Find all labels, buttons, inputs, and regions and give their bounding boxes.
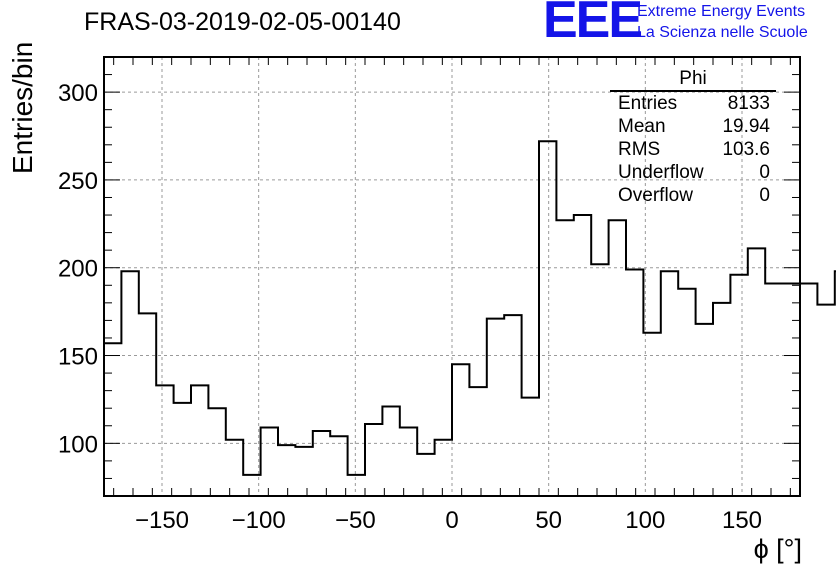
histogram-bin bbox=[522, 398, 539, 496]
histogram-bin bbox=[591, 264, 608, 496]
stats-value: 0 bbox=[759, 162, 770, 183]
stats-label: Overflow bbox=[618, 185, 693, 206]
x-axis-label: ϕ [°] bbox=[753, 534, 802, 564]
histogram-bin bbox=[208, 408, 225, 496]
histogram-bin bbox=[661, 271, 678, 496]
histogram-bin bbox=[348, 475, 365, 496]
histogram-bin bbox=[191, 385, 208, 496]
histogram-bin bbox=[504, 315, 521, 496]
stats-label: Entries bbox=[618, 93, 678, 114]
x-tick-label: 100 bbox=[625, 507, 665, 534]
plot-frame bbox=[103, 56, 801, 497]
histogram-bin bbox=[156, 385, 173, 496]
y-tick-label: 200 bbox=[58, 256, 98, 283]
histogram-bin bbox=[574, 215, 591, 496]
histogram-bin bbox=[243, 475, 260, 496]
stats-label: Underflow bbox=[618, 162, 704, 183]
histogram-bin bbox=[556, 220, 573, 496]
stats-row-underflow: Underflow 0 bbox=[610, 161, 776, 184]
histogram-bin bbox=[417, 454, 434, 496]
stats-row-rms: RMS 103.6 bbox=[610, 138, 776, 161]
histogram-bin bbox=[174, 403, 191, 496]
histogram-bin bbox=[104, 343, 121, 496]
x-tick-label: −100 bbox=[232, 507, 286, 534]
y-tick-label: 150 bbox=[58, 344, 98, 371]
y-tick-label: 250 bbox=[58, 168, 98, 195]
histogram-bin bbox=[713, 303, 730, 496]
stats-label: Mean bbox=[618, 116, 666, 137]
stats-value: 0 bbox=[759, 185, 770, 206]
x-tick-label: 150 bbox=[722, 507, 762, 534]
logo-caption-line1: Extreme Energy Events bbox=[637, 3, 806, 20]
stats-box: Phi Entries 8133 Mean 19.94 RMS 103.6 Un… bbox=[610, 68, 776, 207]
stats-label: RMS bbox=[618, 139, 661, 160]
histogram-bin bbox=[365, 424, 382, 496]
histogram-line bbox=[104, 140, 836, 476]
histogram-bin bbox=[313, 431, 330, 496]
histogram-bin bbox=[765, 284, 782, 496]
histogram-bin bbox=[643, 333, 660, 496]
histogram-bin bbox=[121, 271, 138, 496]
histogram-bin bbox=[696, 324, 713, 496]
x-tick-label: −50 bbox=[335, 507, 376, 534]
stats-value: 8133 bbox=[727, 93, 770, 114]
stats-row-entries: Entries 8133 bbox=[610, 92, 776, 115]
histogram-bin bbox=[678, 289, 695, 496]
chart-title: FRAS-03-2019-02-05-00140 bbox=[84, 8, 401, 36]
histogram-bin bbox=[469, 387, 486, 496]
stats-value: 19.94 bbox=[722, 116, 770, 137]
histogram-bin bbox=[261, 428, 278, 496]
logo-caption-line2: La Scienza nelle Scuole bbox=[637, 24, 808, 41]
stats-title: Phi bbox=[610, 68, 776, 92]
histogram-bin bbox=[330, 436, 347, 496]
histogram-bin bbox=[730, 275, 747, 496]
histogram-bin bbox=[626, 269, 643, 496]
histogram-bin bbox=[748, 248, 765, 496]
histogram-bin bbox=[817, 305, 834, 496]
histogram-bin bbox=[139, 313, 156, 496]
histogram-bin bbox=[783, 284, 800, 496]
histogram-bin bbox=[226, 440, 243, 496]
histogram-bin bbox=[539, 141, 556, 496]
histogram-bin bbox=[382, 406, 399, 496]
stats-row-overflow: Overflow 0 bbox=[610, 184, 776, 207]
x-tick-label: 0 bbox=[445, 507, 458, 534]
histogram-bin bbox=[800, 284, 817, 496]
y-axis-label: Entries/bin bbox=[7, 41, 38, 174]
y-tick-label: 100 bbox=[58, 431, 98, 458]
y-tick-label: 300 bbox=[58, 80, 98, 107]
histogram-bin bbox=[487, 319, 504, 496]
histogram-bin bbox=[609, 220, 626, 496]
stats-value: 103.6 bbox=[722, 139, 770, 160]
x-tick-label: −150 bbox=[135, 507, 189, 534]
stats-row-mean: Mean 19.94 bbox=[610, 115, 776, 138]
x-tick-label: 50 bbox=[535, 507, 562, 534]
histogram-bin bbox=[452, 364, 469, 496]
histogram-bin bbox=[400, 428, 417, 496]
eee-logo: EEE bbox=[543, 0, 643, 49]
histogram-bin bbox=[435, 440, 452, 496]
histogram-bin bbox=[295, 447, 312, 496]
histogram-bin bbox=[278, 445, 295, 496]
